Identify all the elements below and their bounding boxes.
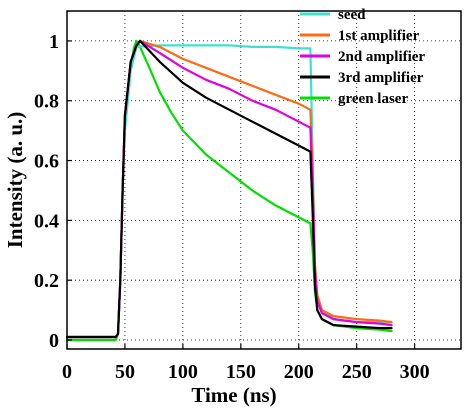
legend-entry-label: 1st amplifier xyxy=(338,28,420,44)
y-tick-label: 0 xyxy=(49,330,59,352)
legend: seed 1st amplifier 2nd amplifier 3rd amplif… xyxy=(300,7,425,107)
legend-entry-label: 2nd amplifier xyxy=(338,49,425,65)
x-axis-label: Time (ns) xyxy=(191,383,276,407)
legend-entry-label: green laser xyxy=(338,91,408,107)
plot-series xyxy=(65,39,393,342)
x-tick-label: 150 xyxy=(226,361,256,383)
series-line-3rd-amplifier xyxy=(65,39,393,339)
y-tick-label: 0.8 xyxy=(34,91,59,113)
legend-entry-label: 3rd amplifier xyxy=(338,70,424,86)
y-tick-label: 1 xyxy=(49,31,59,53)
legend-entry-label: seed xyxy=(338,7,366,23)
axis-ticks: 0 50 100 150 200 250 300 0 0.2 0.4 0.6 0.8 1 xyxy=(34,31,430,383)
y-axis-label: Intensity (a. u.) xyxy=(3,112,27,249)
y-tick-label: 0.4 xyxy=(34,210,59,232)
x-tick-label: 50 xyxy=(115,361,135,383)
x-tick-label: 300 xyxy=(400,361,430,383)
grid-lines xyxy=(66,11,461,349)
y-tick-label: 0.2 xyxy=(34,270,59,292)
y-tick-label: 0.6 xyxy=(34,151,59,173)
x-tick-label: 0 xyxy=(62,361,72,383)
plot-frame xyxy=(66,10,462,350)
x-tick-label: 200 xyxy=(284,361,314,383)
x-tick-label: 100 xyxy=(168,361,198,383)
x-tick-label: 250 xyxy=(342,361,372,383)
